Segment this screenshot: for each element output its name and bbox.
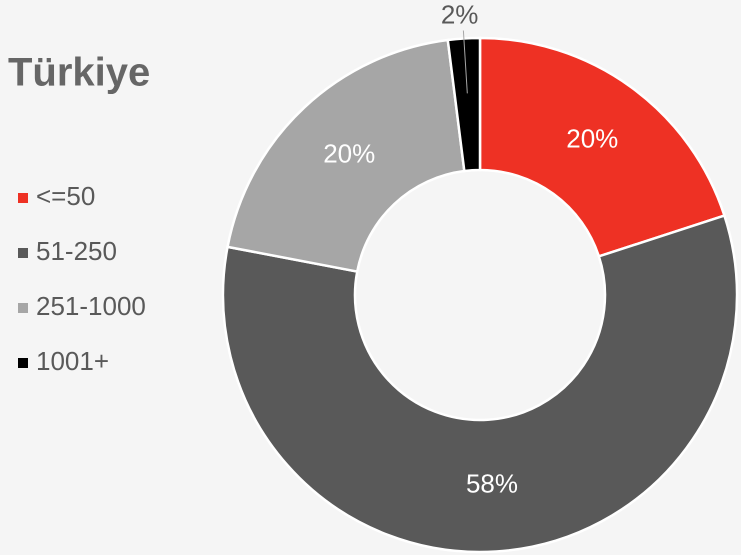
leader-line [462, 30, 468, 94]
data-label: 20% [323, 139, 375, 169]
legend-marker [18, 193, 28, 203]
legend-marker [18, 358, 28, 368]
chart-title: Türkiye [8, 51, 150, 95]
legend-label: 51-250 [36, 236, 117, 266]
legend-label: 1001+ [36, 346, 109, 376]
data-label: 2% [441, 0, 479, 29]
donut-slice [226, 38, 466, 274]
legend-label: <=50 [36, 181, 95, 211]
legend-marker [18, 248, 28, 258]
donut-slice [478, 36, 726, 258]
data-label: 58% [466, 468, 518, 498]
donut-slice [446, 36, 482, 173]
donut-slice [221, 214, 739, 554]
legend-label: 251-1000 [36, 291, 146, 321]
data-label: 20% [566, 123, 618, 153]
legend-marker [18, 303, 28, 313]
